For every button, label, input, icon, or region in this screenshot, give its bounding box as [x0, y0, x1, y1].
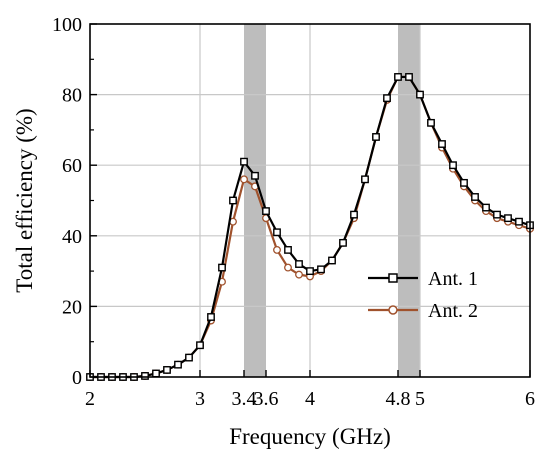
x-tick-label: 2 [85, 388, 95, 410]
data-point-ant1 [405, 73, 413, 81]
data-point-ant1 [361, 175, 369, 184]
legend-marker-ant1 [388, 273, 398, 283]
data-point-ant1 [427, 118, 435, 127]
data-point-ant1 [218, 263, 226, 272]
legend-label-ant1: Ant. 1 [428, 268, 478, 290]
x-tick-label: 5 [415, 388, 425, 410]
data-point-ant1 [460, 178, 468, 187]
data-point-ant1 [273, 228, 281, 237]
grid-lines [90, 24, 530, 377]
x-tick-label: 6 [525, 388, 535, 410]
data-point-ant1 [317, 265, 325, 274]
data-point-ant1 [141, 372, 149, 380]
data-point-ant2 [240, 175, 248, 184]
data-point-ant1 [251, 171, 259, 180]
x-tick-label: 3.6 [254, 388, 279, 410]
x-axis-title: Frequency (GHz) [229, 424, 391, 449]
data-point-ant1 [394, 73, 402, 81]
data-point-ant1 [328, 256, 336, 265]
x-tick-label: 3.4 [232, 388, 257, 410]
y-tick-label: 20 [62, 296, 82, 318]
data-point-ant1 [152, 369, 160, 378]
legend-marker-ant2 [388, 305, 398, 315]
data-point-ant2 [273, 245, 281, 254]
data-point-ant1 [471, 193, 479, 201]
y-axis-title: Total efficiency (%) [12, 108, 37, 292]
axis-ticks [89, 23, 531, 378]
x-tick-label: 3 [195, 388, 205, 410]
x-tick-label: 4.8 [386, 388, 411, 410]
shaded-bands [244, 24, 420, 377]
data-point-ant1 [163, 366, 171, 374]
data-point-ant1 [449, 161, 457, 170]
legend: Ant. 1 Ant. 2 [368, 268, 478, 322]
data-point-ant1 [174, 360, 182, 369]
data-point-ant1 [284, 246, 292, 254]
data-point-ant1 [196, 341, 204, 350]
y-tick-label: 80 [62, 85, 82, 107]
y-tick-label: 60 [62, 155, 82, 177]
data-point-ant1 [383, 94, 391, 103]
data-point-ant1 [493, 210, 501, 219]
legend-item-ant1: Ant. 1 [368, 268, 478, 290]
data-point-ant1 [185, 353, 193, 362]
legend-label-ant2: Ant. 2 [428, 300, 478, 322]
data-point-ant1 [416, 90, 424, 99]
shaded-band-2 [398, 24, 420, 377]
data-point-ant1 [350, 210, 358, 219]
data-point-ant2 [295, 270, 303, 279]
data-point-ant1 [240, 157, 248, 166]
data-point-ant2 [284, 263, 292, 272]
x-tick-labels: 2 3 3.43.6 4 4.8 5 6 [85, 388, 535, 410]
data-point-ant1 [207, 313, 215, 321]
y-tick-label: 100 [52, 14, 82, 36]
y-tick-labels: 0 20 40 60 80 100 [52, 14, 82, 389]
x-tick-label: 4 [305, 388, 315, 410]
data-point-ant1 [482, 203, 490, 212]
y-tick-label: 0 [72, 367, 82, 389]
data-point-ant1 [306, 267, 314, 275]
data-point-ant1 [438, 140, 446, 148]
data-point-ant1 [339, 238, 347, 247]
data-point-ant1 [504, 214, 512, 223]
data-point-ant1 [262, 207, 270, 215]
legend-item-ant2: Ant. 2 [368, 300, 478, 322]
data-point-ant1 [372, 133, 380, 141]
data-point-ant1 [295, 260, 303, 268]
y-tick-label: 40 [62, 226, 82, 248]
shaded-band-1 [244, 24, 266, 377]
data-point-ant1 [229, 196, 237, 205]
data-point-ant1 [515, 217, 523, 226]
